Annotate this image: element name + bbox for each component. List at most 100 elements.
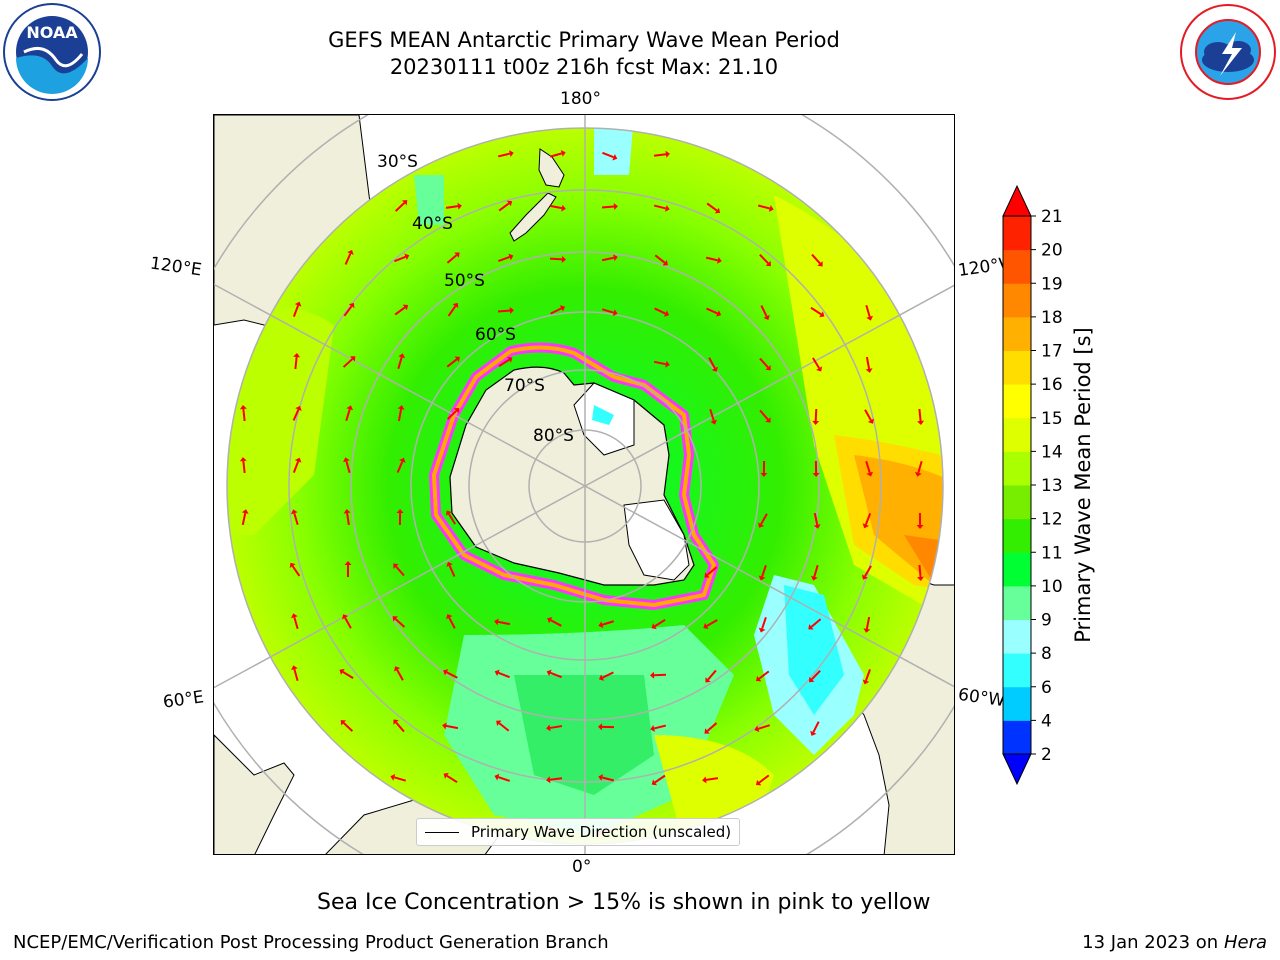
wave-arrow-head [398,353,406,359]
colorbar-segment [1003,485,1031,520]
wave-arrow-head [393,719,399,725]
wave-arrow-shaft [344,617,352,629]
wave-arrow-head [758,627,766,633]
wave-arrow-shaft [497,776,511,782]
colorbar-segment [1003,249,1031,284]
wave-arrow-shaft [549,725,563,729]
wave-arrow-shaft [346,512,350,526]
wave-arrow-head [756,675,762,682]
wave-arrow-head [399,457,406,463]
wave-arrow-head [509,150,514,157]
wave-arrow-head [347,249,354,255]
wave-arrow-shaft [498,358,510,368]
wave-arrow-shaft [761,616,767,630]
colorbar-tick-label: 10 [1041,577,1063,597]
wave-arrow-head [457,202,462,210]
wave-arrow-shaft [445,205,459,209]
wave-arrow-head [914,471,922,477]
colorbar-tick-label: 8 [1041,644,1052,664]
wave-arrow-shaft [864,513,872,525]
wave-arrow-head [443,772,449,779]
wave-arrow-shaft [706,202,718,212]
wave-arrow-shaft [394,618,406,628]
wave-arrow-shaft [397,408,403,422]
wave-arrow-head [760,472,768,477]
wave-arrow-shaft [549,777,563,781]
wave-arrow-head [650,725,655,732]
wave-arrow-shaft [706,722,718,732]
wave-arrow-head [507,356,513,363]
wave-arrow-shaft [549,204,563,210]
chart-subtitle: 20230111 t00z 216h fcst Max: 21.10 [389,55,779,79]
wave-arrow-head [866,315,874,321]
colorbar-tick-label: 2 [1041,745,1052,765]
wave-arrow-head [392,616,398,622]
wave-arrow-shaft [344,253,352,265]
wave-arrow-head [663,310,670,317]
wave-arrow-head [768,205,774,212]
wave-arrow-shaft [865,460,871,474]
wave-arrow-head [494,669,500,677]
lat-label-40s: 40°S [412,214,453,234]
wave-arrow-head [598,723,603,731]
wave-arrow-head [704,728,710,734]
wave-arrow-shaft [342,671,354,679]
wave-arrow-head [819,311,825,318]
date-text: 13 Jan 2023 on [1082,932,1219,953]
wave-arrow-shaft [292,305,300,317]
wave-arrow-head [561,255,566,263]
wave-arrow-shaft [447,513,457,525]
colorbar-segment [1003,518,1031,553]
graticule [214,115,954,854]
wave-arrow-head [861,574,868,580]
wave-arrow-shaft [293,512,299,526]
wave-arrow-shaft [394,202,406,212]
colorbar-tick-label: 21 [1041,207,1063,227]
wave-arrow-head [705,677,711,683]
wave-arrow-head [452,302,459,309]
lon-label-180: 180° [560,89,601,109]
wave-arrow-head [446,561,453,567]
wave-arrow-shaft [759,357,769,369]
wave-arrow-head [863,628,871,633]
wave-arrow-head [765,365,771,371]
wave-arrow-shaft [865,356,871,370]
wave-arrow-head [812,420,820,425]
wave-arrow-shaft [498,255,510,263]
wave-arrow-shaft [549,152,563,158]
wave-arrow-head [290,613,298,619]
colorbar-over-extension [1002,184,1032,217]
wave-arrow-shaft [601,308,615,314]
wave-arrow-head [717,256,722,264]
wave-arrow-head [291,665,298,671]
wave-arrow-shaft [395,565,405,577]
wave-arrow-head [241,509,249,514]
wave-arrow-shaft [242,460,246,474]
wave-arrow-head [862,523,870,529]
colorbar-tick-label: 9 [1041,611,1052,631]
svg-text:NOAA: NOAA [26,23,78,42]
wave-arrow-shaft [653,360,667,366]
wave-arrow-head [867,418,874,424]
wave-arrow-shaft [342,358,354,368]
colorbar-segment [1003,585,1031,620]
wave-arrow-head [703,622,709,630]
wave-arrow-head [346,405,354,411]
wave-arrow-shaft [810,618,822,628]
wave-arrow-head [404,253,410,261]
lat-label-50s: 50°S [444,271,485,291]
wave-arrow-shaft [653,724,667,730]
wave-arrow-head [866,471,874,477]
wave-arrow-head [294,301,302,307]
wave-arrow-shaft [759,409,769,421]
wave-arrow-head [494,618,499,626]
colorbar-segment [1003,653,1031,688]
wave-arrow-shaft [292,409,300,421]
wave-arrow-shaft [706,566,718,576]
wave-arrow-shaft [393,776,407,782]
wave-arrow-head [704,572,710,578]
wave-arrow-head [401,200,408,206]
wave-arrow-head [546,724,551,732]
wave-arrow-shaft [760,513,768,525]
wave-arrow-head [394,666,401,672]
